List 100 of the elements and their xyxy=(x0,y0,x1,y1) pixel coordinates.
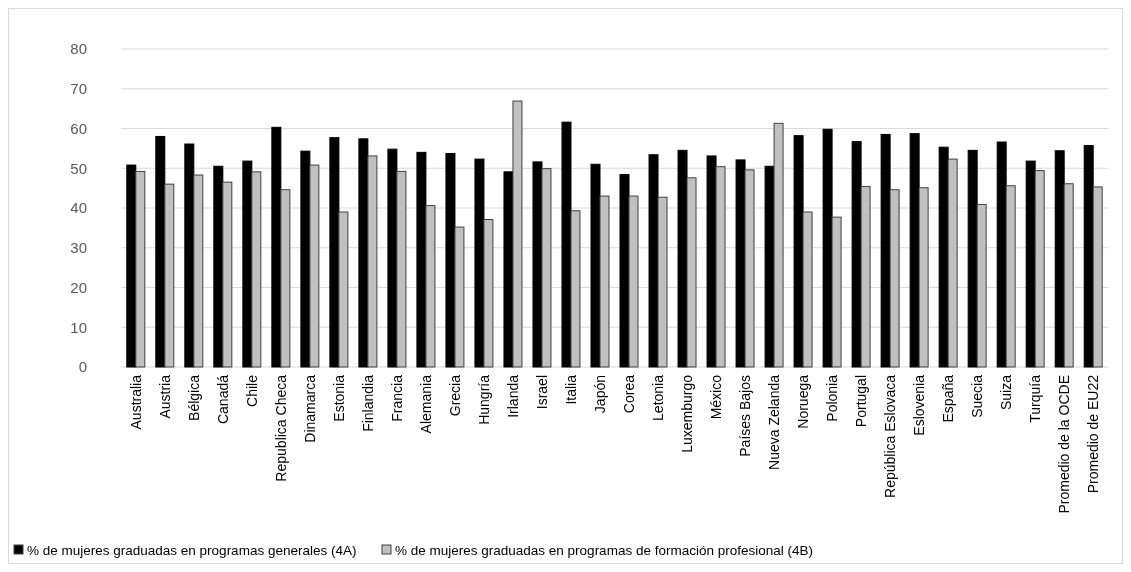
x-tick-label: Hungría xyxy=(475,374,492,425)
bar xyxy=(561,121,572,368)
bar xyxy=(358,138,369,368)
bar xyxy=(947,158,958,368)
bar xyxy=(851,141,862,368)
x-tick-label: Republica Checa xyxy=(272,374,289,482)
bar xyxy=(184,143,195,368)
bar xyxy=(126,164,137,368)
bar xyxy=(967,149,978,368)
y-tick-label: 30 xyxy=(70,239,87,256)
bar xyxy=(677,149,688,368)
bar xyxy=(1092,186,1103,368)
bar xyxy=(193,174,204,368)
bar xyxy=(416,151,427,368)
x-tick-label: Letonia xyxy=(649,374,666,421)
bar xyxy=(1005,185,1016,368)
legend-label: % de mujeres graduadas en programas generales (4A) xyxy=(27,542,357,558)
bar xyxy=(309,164,320,368)
bar xyxy=(715,166,726,368)
bar xyxy=(599,195,610,368)
bar xyxy=(425,205,436,368)
x-tick-label: Israel xyxy=(533,375,550,410)
bar xyxy=(802,211,813,368)
bar xyxy=(222,181,233,368)
x-tick-label: Bélgica xyxy=(185,374,202,421)
bar xyxy=(860,186,871,368)
y-tick-label: 80 xyxy=(70,40,87,58)
x-tick-label: Alemania xyxy=(417,374,434,434)
x-tick-label: Suiza xyxy=(998,374,1015,411)
bar xyxy=(242,160,253,368)
bar xyxy=(831,216,842,368)
bar xyxy=(474,158,485,368)
bar xyxy=(822,128,833,368)
bar xyxy=(338,211,349,368)
x-tick-label: Dinamarca xyxy=(301,374,318,443)
bar xyxy=(590,163,601,368)
x-tick-label: Chile xyxy=(243,374,260,407)
bar xyxy=(735,159,746,368)
bar xyxy=(300,150,311,368)
bar xyxy=(744,169,755,368)
bar xyxy=(657,196,668,368)
x-tick-label: Turquía xyxy=(1027,374,1044,423)
x-tick-label: Polonia xyxy=(823,374,840,422)
y-tick-label: 70 xyxy=(70,80,87,97)
x-tick-label: Luxemburgo xyxy=(678,374,695,453)
bar xyxy=(367,155,378,368)
bar xyxy=(889,189,900,368)
bar xyxy=(706,155,717,368)
bar xyxy=(918,187,929,368)
bar xyxy=(996,141,1007,368)
y-tick-label: 0 xyxy=(78,358,87,376)
bar xyxy=(213,165,224,368)
bar xyxy=(280,189,291,368)
x-tick-label: Noruega xyxy=(794,374,811,429)
x-tick-label: Promedio de EU22 xyxy=(1085,374,1102,494)
bar xyxy=(1063,183,1074,368)
bar xyxy=(686,177,697,368)
y-tick-label: 60 xyxy=(70,119,87,137)
bar xyxy=(773,122,784,368)
y-tick-label: 50 xyxy=(70,159,87,177)
bar xyxy=(628,195,639,368)
x-tick-label: Corea xyxy=(620,374,637,414)
bar xyxy=(445,153,456,368)
y-tick-label: 40 xyxy=(70,199,87,217)
bar xyxy=(483,219,494,368)
y-tick-label: 10 xyxy=(70,318,87,336)
x-tick-label: Nueva Zelanda xyxy=(765,374,782,470)
bar xyxy=(155,135,166,368)
bar xyxy=(135,170,146,368)
bar xyxy=(880,133,891,368)
bar xyxy=(1083,145,1094,368)
bar xyxy=(532,161,543,368)
x-tick-label: Irlanda xyxy=(504,374,521,418)
x-tick-label: Japón xyxy=(591,375,608,414)
bar xyxy=(396,170,407,368)
x-tick-label: Estonia xyxy=(330,374,347,422)
bar xyxy=(512,100,523,368)
x-tick-label: Promedio de la OCDE xyxy=(1056,375,1073,514)
bar xyxy=(1054,150,1065,368)
bar xyxy=(570,210,581,368)
x-tick-label: Suecia xyxy=(969,374,986,418)
bar xyxy=(503,171,514,368)
bar xyxy=(648,154,659,368)
bar xyxy=(541,168,552,368)
x-tick-label: Austria xyxy=(156,374,173,419)
y-tick-label: 20 xyxy=(70,278,87,296)
x-tick-label: España xyxy=(940,374,957,423)
x-tick-label: Australia xyxy=(127,374,144,430)
bar xyxy=(764,165,775,368)
x-tick-label: Grecia xyxy=(446,374,463,417)
x-tick-label: Italia xyxy=(562,374,579,405)
bar xyxy=(251,171,262,368)
bar xyxy=(164,183,175,368)
x-tick-label: Canadá xyxy=(214,374,231,425)
bar xyxy=(793,135,804,368)
bar xyxy=(1025,160,1036,368)
bar xyxy=(329,137,340,368)
bar xyxy=(387,148,398,368)
x-tick-label: República Eslovaca xyxy=(882,374,899,498)
x-tick-label: México xyxy=(707,374,724,420)
